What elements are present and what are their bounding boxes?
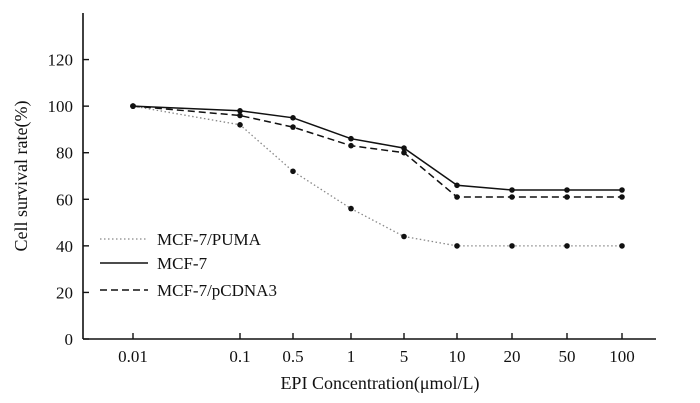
data-point [619,187,625,193]
x-tick-label: 10 [449,347,466,366]
x-tick-label: 5 [400,347,409,366]
data-point [401,233,407,240]
axes: 0 20 40 60 80 100 120 0.01 0.1 0.5 1 5 10 20 50 100 [48,13,656,366]
legend-item-2: MCF-7 [100,254,208,273]
legend-item-1: MCF-7/PUMA [100,230,262,249]
series-2 [130,103,625,193]
x-tick-label: 100 [609,347,635,366]
legend-item-3: MCF-7/pCDNA3 [100,281,277,300]
data-point [619,194,625,200]
series-1 [130,103,625,249]
data-point [509,187,515,193]
x-tick-label: 0.1 [229,347,250,366]
data-point [564,187,570,193]
y-tick-label: 60 [56,190,73,209]
series-layer [130,103,625,249]
data-point [401,145,407,151]
data-point [237,112,243,119]
legend-label: MCF-7/pCDNA3 [157,281,277,300]
series-line [132,105,622,198]
data-point [454,243,460,249]
data-point [237,108,243,114]
data-point [348,205,354,212]
y-tick-label: 40 [56,237,73,256]
data-point [509,194,515,200]
data-point [290,115,296,121]
data-point [290,168,296,175]
legend: MCF-7/PUMA MCF-7 MCF-7/pCDNA3 [100,230,277,300]
x-tick-label: 1 [347,347,356,366]
data-point [130,103,136,109]
x-axis-title: EPI Concentration(μmol/L) [280,373,479,394]
data-point [348,135,354,142]
x-tick-label: 0.01 [118,347,148,366]
data-point [401,149,407,156]
series-line [132,105,622,191]
y-tick-label: 100 [48,97,74,116]
data-point [348,142,354,149]
y-tick-label: 20 [56,283,73,302]
x-tick-label: 0.5 [282,347,303,366]
y-axis-title: Cell survival rate(%) [11,101,32,252]
legend-label: MCF-7/PUMA [157,230,262,249]
data-point [619,243,625,249]
data-point [290,124,296,130]
x-tick-label: 50 [559,347,576,366]
y-tick-label: 0 [65,330,74,349]
y-tick-label: 120 [48,51,74,70]
series-3 [130,103,625,200]
y-tick-label: 80 [56,144,73,163]
data-point [237,122,243,128]
series-line [132,105,622,247]
data-point [564,243,570,249]
data-point [564,194,570,200]
data-point [454,194,460,200]
legend-label: MCF-7 [157,254,208,273]
data-point [509,243,515,249]
data-point [454,182,460,189]
x-tick-label: 20 [504,347,521,366]
